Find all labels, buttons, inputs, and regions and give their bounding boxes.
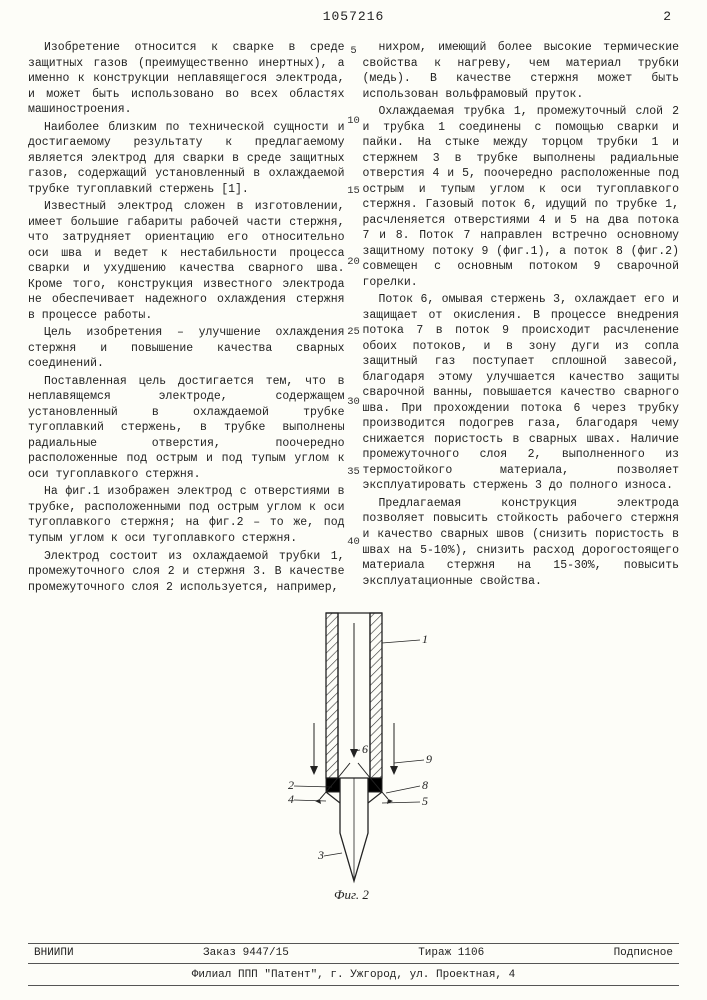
paragraph: Охлаждаемая трубка 1, промежуточный слой… — [363, 104, 680, 290]
svg-text:4: 4 — [288, 792, 294, 806]
paragraph: Поставленная цель достигается тем, что в… — [28, 374, 345, 483]
left-column: Изобретение относится к сварке в среде з… — [28, 40, 345, 597]
line-number: 5 — [345, 44, 363, 58]
paragraph: Электрод состоит из охлаждаемой трубки 1… — [28, 549, 345, 596]
paragraph: Изобретение относится к сварке в среде з… — [28, 40, 345, 118]
svg-text:3: 3 — [317, 848, 324, 862]
svg-text:Фиг. 2: Фиг. 2 — [334, 887, 369, 902]
footer-row-1: ВНИИПИ Заказ 9447/15 Тираж 1106 Подписно… — [28, 943, 679, 964]
svg-text:2: 2 — [288, 778, 294, 792]
footer-row-2: Филиал ППП "Патент", г. Ужгород, ул. Про… — [28, 966, 679, 986]
line-number: 40 — [345, 535, 363, 549]
right-column: нихром, имеющий более высокие термически… — [363, 40, 680, 597]
footer-order: Заказ 9447/15 — [203, 946, 289, 961]
svg-text:5: 5 — [422, 794, 428, 808]
line-number: 25 — [345, 325, 363, 339]
paragraph: На фиг.1 изображен электрод с отверстиям… — [28, 484, 345, 546]
paragraph: Наиболее близким по технической сущности… — [28, 120, 345, 198]
paragraph: нихром, имеющий более высокие термически… — [363, 40, 680, 102]
page: 1057216 2 510152025303540 Изобретение от… — [0, 0, 707, 1000]
line-number: 30 — [345, 395, 363, 409]
svg-text:9: 9 — [426, 752, 432, 766]
figure-2: 16928453Фиг. 2 — [274, 603, 434, 903]
line-number: 10 — [345, 114, 363, 128]
svg-text:8: 8 — [422, 778, 428, 792]
svg-text:1: 1 — [422, 632, 428, 646]
line-number-gutter: 5 10 15 20 25 30 35 40 — [345, 44, 363, 605]
line-number: 35 — [345, 465, 363, 479]
paragraph: Известный электрод сложен в изготовлении… — [28, 199, 345, 323]
document-number: 1057216 — [323, 8, 385, 26]
page-number: 2 — [663, 8, 671, 26]
footer-tirazh: Тираж 1106 — [418, 946, 484, 961]
paragraph: Предлагаемая конструкция электрода позво… — [363, 496, 680, 589]
line-number: 20 — [345, 255, 363, 269]
footer-sub: Подписное — [614, 946, 673, 961]
footer-org: ВНИИПИ — [34, 946, 74, 961]
svg-text:6: 6 — [362, 742, 368, 756]
paragraph: Цель изобретения – улучшение охлаждения … — [28, 325, 345, 372]
footer: ВНИИПИ Заказ 9447/15 Тираж 1106 Подписно… — [28, 943, 679, 986]
paragraph: Поток 6, омывая стержень 3, охлаждает ег… — [363, 292, 680, 494]
line-number: 15 — [345, 184, 363, 198]
